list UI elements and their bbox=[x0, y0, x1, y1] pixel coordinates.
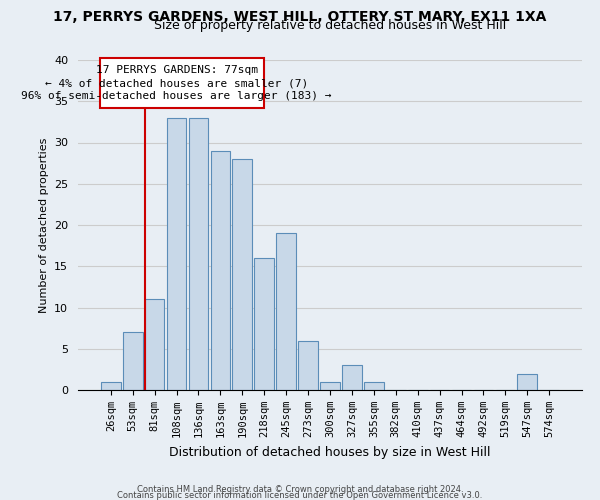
Text: 17 PERRYS GARDENS: 77sqm: 17 PERRYS GARDENS: 77sqm bbox=[95, 65, 257, 75]
Title: Size of property relative to detached houses in West Hill: Size of property relative to detached ho… bbox=[154, 20, 506, 32]
Text: Contains HM Land Registry data © Crown copyright and database right 2024.: Contains HM Land Registry data © Crown c… bbox=[137, 484, 463, 494]
X-axis label: Distribution of detached houses by size in West Hill: Distribution of detached houses by size … bbox=[169, 446, 491, 458]
Bar bbox=[320, 382, 340, 390]
Bar bbox=[101, 382, 121, 390]
Bar bbox=[276, 233, 296, 390]
Bar bbox=[364, 382, 384, 390]
Bar bbox=[211, 151, 230, 390]
Bar bbox=[517, 374, 537, 390]
Bar bbox=[298, 340, 318, 390]
FancyBboxPatch shape bbox=[100, 58, 264, 108]
Text: ← 4% of detached houses are smaller (7): ← 4% of detached houses are smaller (7) bbox=[45, 78, 308, 88]
Bar bbox=[145, 299, 164, 390]
Bar bbox=[188, 118, 208, 390]
Bar bbox=[254, 258, 274, 390]
Y-axis label: Number of detached properties: Number of detached properties bbox=[38, 138, 49, 312]
Bar bbox=[167, 118, 187, 390]
Bar bbox=[342, 365, 362, 390]
Bar bbox=[232, 159, 252, 390]
Text: Contains public sector information licensed under the Open Government Licence v3: Contains public sector information licen… bbox=[118, 491, 482, 500]
Bar bbox=[123, 332, 143, 390]
Text: 96% of semi-detached houses are larger (183) →: 96% of semi-detached houses are larger (… bbox=[21, 92, 332, 102]
Text: 17, PERRYS GARDENS, WEST HILL, OTTERY ST MARY, EX11 1XA: 17, PERRYS GARDENS, WEST HILL, OTTERY ST… bbox=[53, 10, 547, 24]
